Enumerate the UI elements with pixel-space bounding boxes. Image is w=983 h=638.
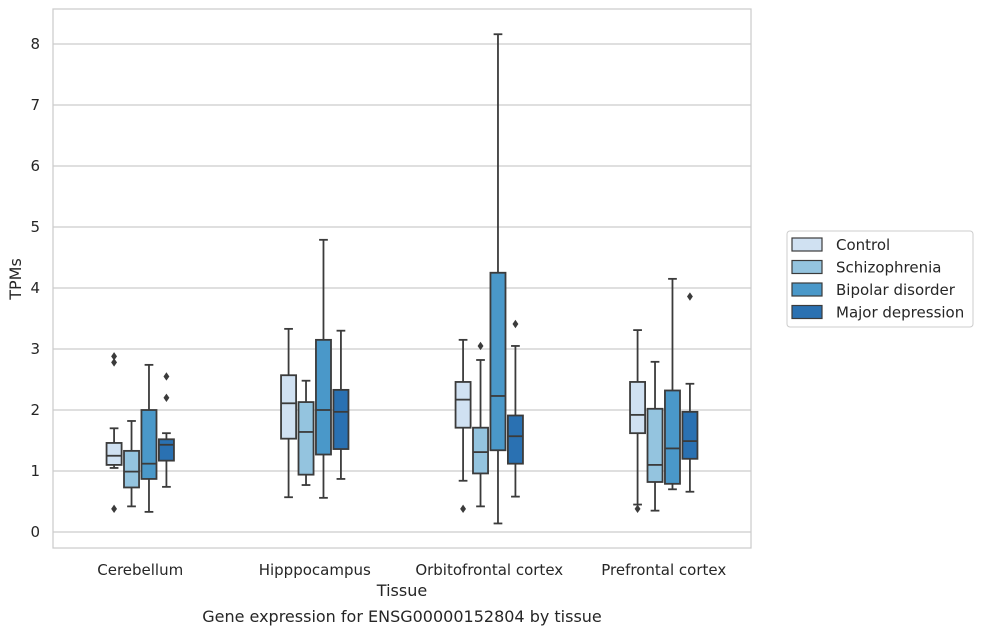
box-iqr [454,381,472,429]
x-tick-label: Cerebellum [97,561,183,579]
y-tick-label: 2 [30,401,40,419]
box-plot [664,277,681,491]
box-iqr [315,338,332,456]
legend-label: Bipolar disorder [836,281,956,299]
box-iqr [489,271,507,452]
x-tick-label: Orbitofrontal cortex [415,561,563,579]
grid-layer [53,43,751,533]
box-plot [489,33,507,525]
x-tick-labels: Cerebellum Hipppocampus Orbitofrontal cort… [97,561,726,579]
box-iqr [105,442,123,466]
y-tick-label: 6 [30,157,40,175]
box-plot [629,329,646,514]
box-plot [157,372,175,488]
box-plot [646,360,664,512]
box-plot [681,292,699,493]
box-iqr [280,374,297,440]
legend-label: Major depression [836,304,964,322]
y-tick-labels: 0 1 2 3 4 5 6 7 8 [30,35,40,541]
legend-swatch [791,259,823,275]
chart-caption: Gene expression for ENSG00000152804 by t… [202,607,602,626]
plot-background [53,9,751,548]
box-iqr [646,407,664,483]
boxes-layer [105,33,699,525]
y-axis-label: TPMs [6,258,25,301]
y-tick-label: 5 [30,218,40,236]
box-plot [297,379,315,486]
box-plot [123,420,140,508]
box-iqr [629,381,646,435]
y-tick-label: 7 [30,96,40,114]
box-iqr [157,438,175,462]
outlier-point [634,504,641,514]
y-tick-label: 0 [30,523,40,541]
box-iqr [123,449,140,489]
box-plot [506,319,524,498]
outlier-point [686,292,693,301]
legend-frame [786,230,974,328]
box-iqr [506,414,524,465]
box-iqr [681,410,699,460]
box-plot [315,238,332,499]
outlier-point [111,504,118,514]
legend-label: Control [836,236,890,254]
outlier-point [163,372,170,381]
outlier-point [460,504,467,514]
y-tick-label: 4 [30,279,40,297]
legend-swatch [791,304,823,320]
x-axis-label: Tissue [376,581,427,600]
legend-swatch [791,237,823,252]
box-iqr [140,409,158,480]
box-plot [105,352,123,514]
legend-label: Schizophrenia [836,259,941,277]
x-tick-label: Hipppocampus [259,561,371,579]
box-plot [472,341,489,508]
outlier-point [163,393,170,402]
y-tick-label: 1 [30,462,40,480]
box-iqr [664,389,681,485]
legend-swatch [791,282,823,297]
y-tick-label: 3 [30,340,40,358]
outlier-point [512,319,519,329]
box-iqr [297,401,315,476]
box-plot [280,327,297,499]
box-plot [140,363,158,513]
outlier-point [477,341,484,351]
plot-frame [52,8,752,549]
box-iqr [332,388,350,450]
box-plot [332,329,350,480]
outlier-point [111,352,118,361]
x-tick-label: Prefrontal cortex [601,561,726,579]
box-plot [454,338,472,514]
outlier-point [111,358,118,367]
box-iqr [472,426,489,475]
legend: Control Schizophrenia Bipolar disorder Majo… [786,230,974,328]
y-tick-label: 8 [30,35,40,53]
